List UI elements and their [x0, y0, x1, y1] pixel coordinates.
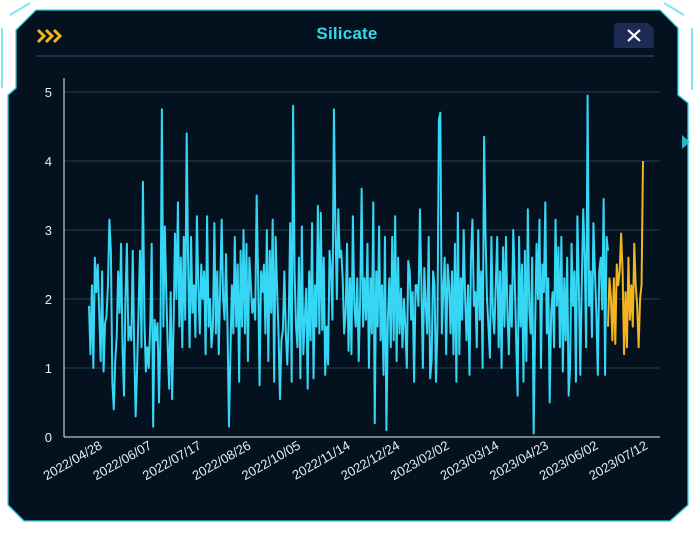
y-tick-label: 0 — [45, 430, 52, 445]
frame-corner-left — [1, 2, 31, 88]
window-title: Silicate — [316, 24, 378, 43]
y-tick-label: 1 — [45, 361, 52, 376]
frame-notch-right — [682, 135, 690, 149]
close-icon — [627, 29, 641, 42]
series-line-history — [88, 94, 610, 435]
close-button[interactable] — [614, 23, 654, 48]
chevrons-right-icon — [36, 28, 63, 44]
y-tick-label: 2 — [45, 292, 52, 307]
series-line-forecast — [607, 160, 644, 356]
y-tick-label: 5 — [45, 85, 52, 100]
frame-corner-right — [663, 2, 693, 90]
y-tick-label: 3 — [45, 223, 52, 238]
y-tick-label: 4 — [45, 154, 52, 169]
